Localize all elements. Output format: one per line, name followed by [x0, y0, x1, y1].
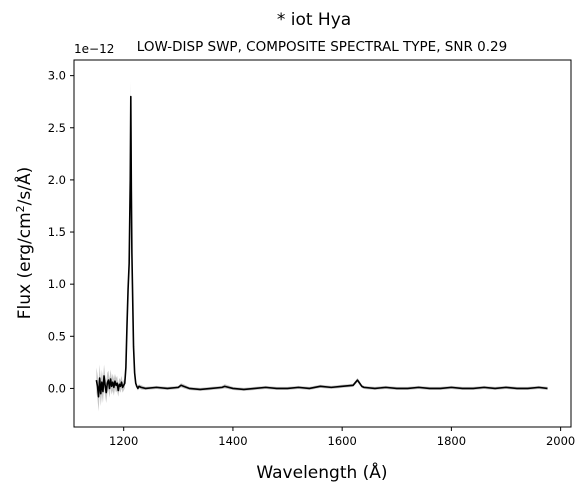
- y-axis-label-unit-tail: /s/Å): [13, 167, 35, 206]
- error-band-layer: [96, 81, 548, 412]
- y-axis-label: Flux (erg/cm2/s/Å): [13, 167, 35, 320]
- y-tick-label: 0.0: [48, 381, 66, 395]
- series-line-layer: [95, 95, 548, 398]
- x-tick-label: 1800: [437, 434, 466, 448]
- x-tick-label: 1200: [109, 434, 138, 448]
- y-tick-label: 0.5: [48, 329, 66, 343]
- spectrum-line-0: [95, 95, 548, 398]
- y-tick-label: 3.0: [48, 69, 66, 83]
- x-axis: 1200 1400 1600 1800 2000: [109, 427, 575, 448]
- x-tick-label: 1400: [218, 434, 247, 448]
- x-tick-label: 2000: [546, 434, 575, 448]
- y-tick-label: 1.5: [48, 225, 66, 239]
- y-tick-label: 2.5: [48, 121, 66, 135]
- plot-frame: [73, 59, 572, 428]
- chart-title: * iot Hya: [277, 10, 351, 30]
- y-tick-label: 2.0: [48, 173, 66, 187]
- y-axis-label-main: Flux (erg/cm: [15, 212, 35, 319]
- x-axis-label: Wavelength (Å): [256, 461, 387, 483]
- y-axis-label-superscript: 2: [14, 205, 27, 212]
- x-tick-label: 1600: [328, 434, 357, 448]
- chart-subtitle: LOW-DISP SWP, COMPOSITE SPECTRAL TYPE, S…: [137, 39, 507, 55]
- error-band-0: [96, 81, 548, 412]
- y-axis: 0.0 0.5 1.0 1.5 2.0 2.5 3.0: [48, 69, 74, 395]
- y-offset-text: 1e−12: [74, 42, 114, 56]
- y-tick-label: 1.0: [48, 277, 66, 291]
